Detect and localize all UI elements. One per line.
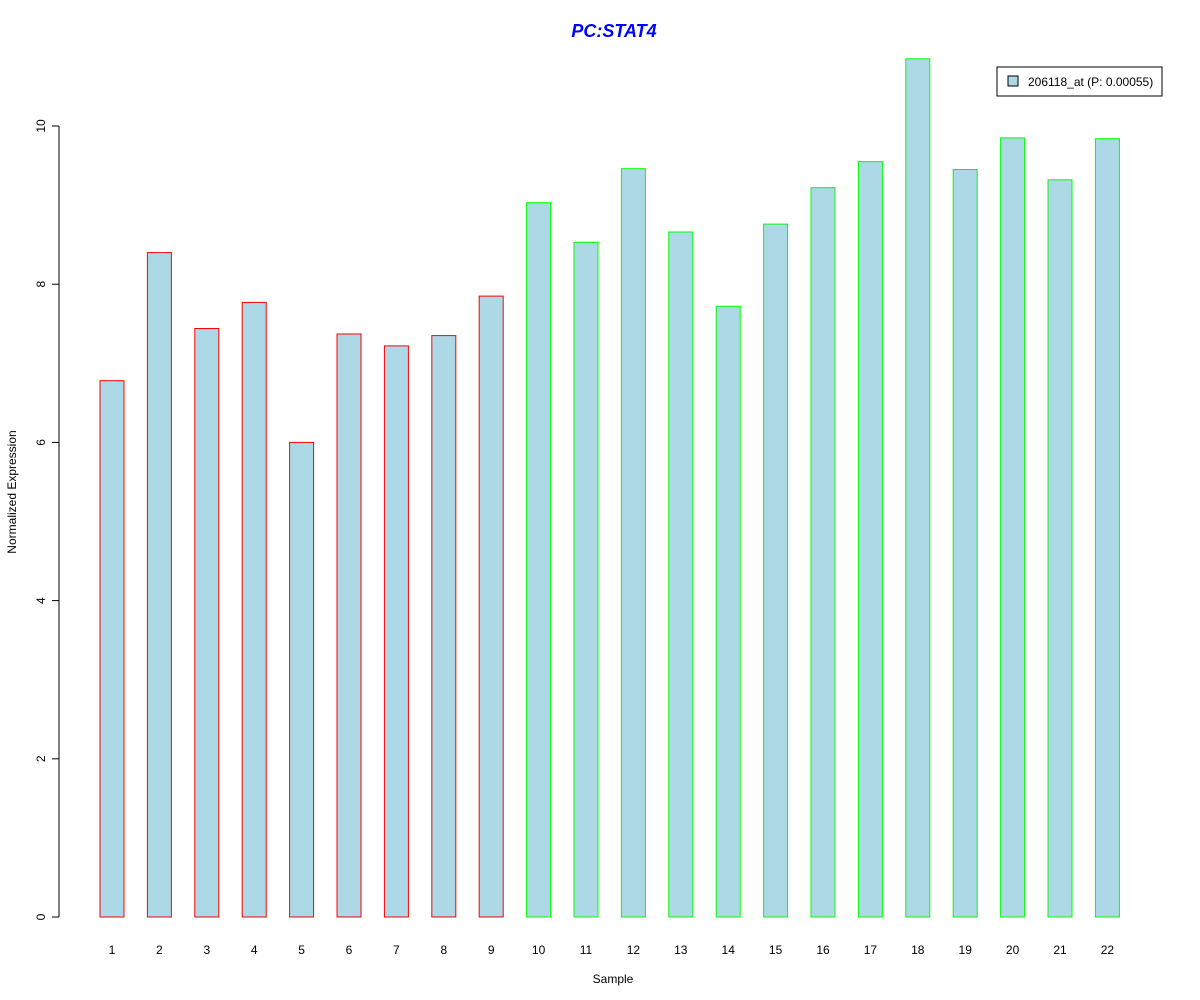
x-tick-label: 1 <box>109 943 116 957</box>
x-tick-label: 6 <box>346 943 353 957</box>
legend-label: 206118_at (P: 0.00055) <box>1028 75 1153 89</box>
x-axis-label: Sample <box>593 972 634 986</box>
bar <box>810 187 836 918</box>
bar <box>620 168 646 918</box>
x-tick-label: 19 <box>959 943 973 957</box>
bar <box>1094 138 1120 918</box>
bar <box>1000 137 1026 918</box>
bar <box>857 161 883 918</box>
x-tick-label: 13 <box>674 943 688 957</box>
bar <box>715 305 741 918</box>
bars-group <box>99 58 1120 918</box>
bar <box>952 169 978 918</box>
x-tick-label: 21 <box>1053 943 1067 957</box>
bar <box>241 301 267 918</box>
x-tick-labels: 1 2 3 4 5 6 7 8 9 10 11 12 13 14 15 16 17 18 19 20 21 22 <box>109 943 1115 957</box>
bar <box>336 333 362 918</box>
x-tick-label: 2 <box>156 943 163 957</box>
bar <box>146 252 172 918</box>
bar <box>431 335 457 918</box>
x-tick-label: 22 <box>1101 943 1115 957</box>
x-tick-label: 14 <box>722 943 736 957</box>
x-tick-label: 18 <box>911 943 925 957</box>
x-tick-label: 11 <box>580 943 593 957</box>
legend-swatch <box>1007 75 1019 87</box>
y-tick-label: 0 <box>34 913 48 920</box>
bar <box>383 345 409 918</box>
bar <box>1047 179 1073 918</box>
x-tick-label: 10 <box>532 943 546 957</box>
y-tick-label: 10 <box>34 119 48 133</box>
chart-title: PC:STAT4 <box>571 21 656 41</box>
x-tick-label: 3 <box>203 943 210 957</box>
bar <box>478 295 504 918</box>
x-tick-label: 8 <box>440 943 447 957</box>
legend-box <box>996 66 1163 97</box>
bar <box>573 241 599 918</box>
x-tick-label: 16 <box>816 943 830 957</box>
y-tick-label: 4 <box>34 597 48 604</box>
y-tick-label: 6 <box>34 439 48 446</box>
bar <box>668 231 694 918</box>
x-tick-label: 17 <box>864 943 878 957</box>
y-tick-label: 2 <box>34 755 48 762</box>
x-tick-label: 9 <box>488 943 495 957</box>
bar <box>289 441 315 918</box>
x-tick-label: 20 <box>1006 943 1020 957</box>
legend: 206118_at (P: 0.00055) <box>996 66 1163 97</box>
bar <box>905 58 931 918</box>
x-tick-label: 5 <box>298 943 305 957</box>
bar <box>526 202 552 918</box>
bar <box>99 380 125 918</box>
y-axis-label: Normalized Expression <box>5 430 19 553</box>
x-tick-label: 15 <box>769 943 783 957</box>
x-tick-label: 7 <box>393 943 400 957</box>
y-tick-label: 8 <box>34 281 48 288</box>
y-axis: 0 2 4 6 8 10 <box>34 119 60 920</box>
bar <box>763 223 789 918</box>
bar <box>194 328 220 918</box>
x-tick-label: 12 <box>627 943 641 957</box>
x-tick-label: 4 <box>251 943 258 957</box>
